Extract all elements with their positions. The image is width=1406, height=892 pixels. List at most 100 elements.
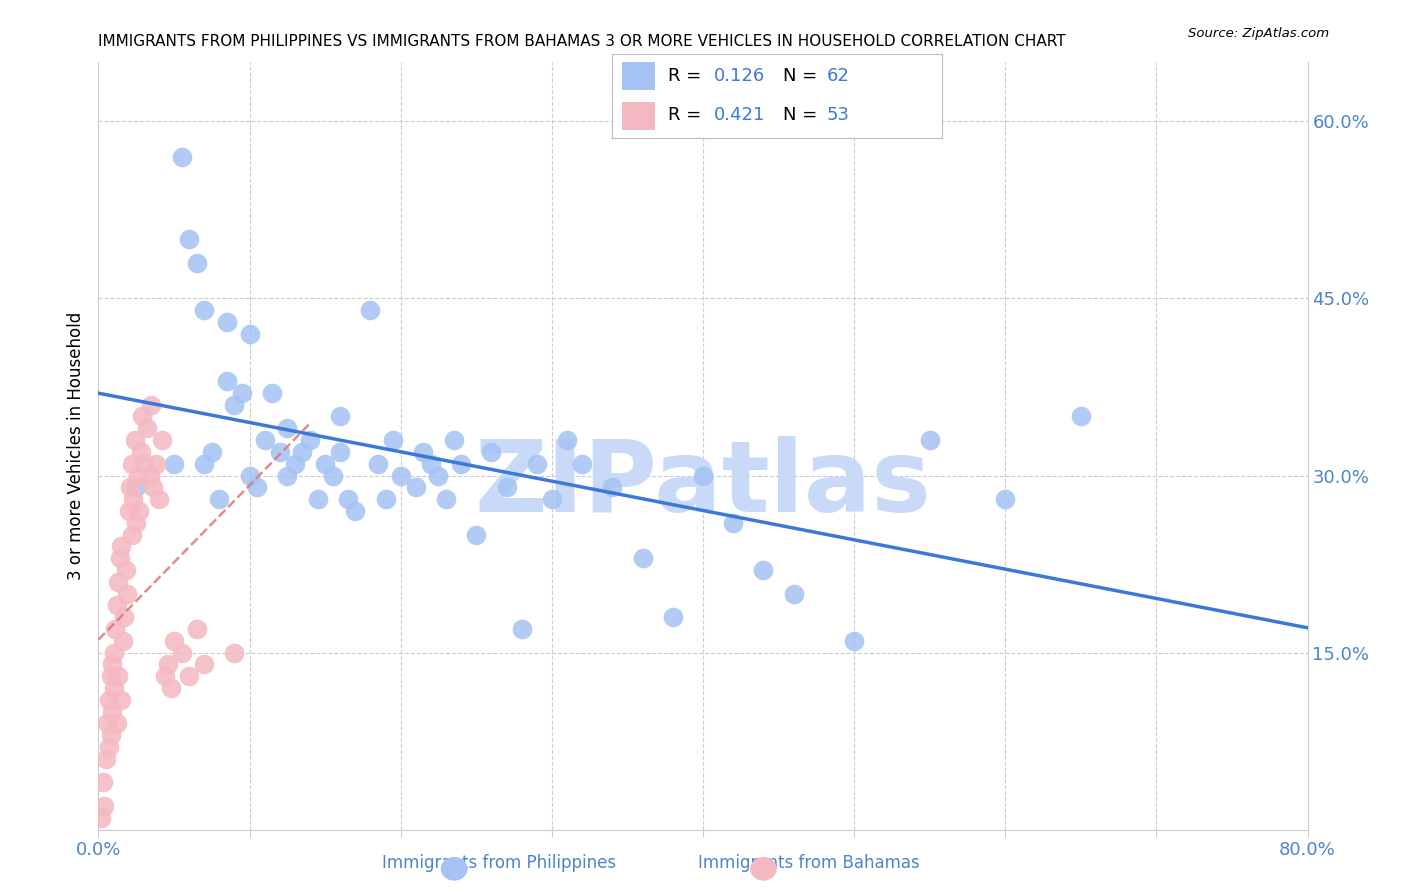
Point	[336, 492, 359, 507]
Point	[329, 409, 352, 424]
Point	[314, 457, 336, 471]
Point	[382, 433, 405, 447]
Point	[120, 480, 142, 494]
Point	[465, 527, 488, 541]
Point	[186, 256, 208, 270]
Point	[602, 480, 624, 494]
Point	[186, 622, 208, 636]
Point	[135, 421, 157, 435]
Point	[107, 669, 129, 683]
Point	[224, 646, 246, 660]
Point	[104, 622, 127, 636]
Point	[127, 468, 149, 483]
Point	[427, 468, 450, 483]
Point	[141, 398, 163, 412]
Point	[723, 516, 745, 530]
Point	[571, 457, 593, 471]
Point	[160, 681, 183, 695]
Y-axis label: 3 or more Vehicles in Household: 3 or more Vehicles in Household	[66, 312, 84, 580]
Point	[153, 669, 176, 683]
Point	[344, 504, 367, 518]
Point	[103, 681, 125, 695]
Point	[125, 516, 148, 530]
Point	[129, 445, 152, 459]
Point	[179, 669, 201, 683]
Point	[96, 716, 118, 731]
Point	[100, 669, 122, 683]
Point	[329, 445, 352, 459]
Point	[291, 445, 314, 459]
Point	[239, 326, 262, 341]
Point	[170, 150, 193, 164]
Point	[156, 657, 179, 672]
Point	[110, 692, 132, 706]
Point	[98, 692, 121, 706]
Point	[94, 752, 117, 766]
Point	[367, 457, 389, 471]
Point	[276, 421, 298, 435]
Point	[231, 385, 253, 400]
Point	[246, 480, 269, 494]
Point	[224, 398, 246, 412]
Point	[93, 799, 115, 814]
Point	[111, 633, 134, 648]
Point	[90, 811, 112, 825]
Point	[193, 457, 215, 471]
Point	[101, 657, 124, 672]
Point	[844, 633, 866, 648]
Text: Immigrants from Philippines: Immigrants from Philippines	[382, 855, 616, 872]
Point	[124, 433, 146, 447]
Point	[148, 492, 170, 507]
Text: 0.421: 0.421	[714, 106, 765, 124]
Point	[307, 492, 329, 507]
Point	[752, 563, 775, 577]
Text: 0.126: 0.126	[714, 67, 765, 85]
Text: ZIPatlas: ZIPatlas	[475, 436, 931, 533]
Text: Source: ZipAtlas.com: Source: ZipAtlas.com	[1188, 27, 1329, 40]
Point	[481, 445, 503, 459]
Point	[107, 574, 129, 589]
Point	[540, 492, 562, 507]
Point	[450, 457, 472, 471]
Point	[110, 539, 132, 553]
Point	[179, 232, 201, 246]
Point	[105, 599, 128, 613]
Point	[284, 457, 307, 471]
Point	[193, 303, 215, 318]
Point	[115, 586, 138, 600]
Text: R =: R =	[668, 106, 707, 124]
Point	[103, 646, 125, 660]
Point	[783, 586, 806, 600]
Point	[139, 468, 162, 483]
Point	[163, 633, 186, 648]
Point	[128, 504, 150, 518]
Point	[360, 303, 382, 318]
Point	[918, 433, 941, 447]
Point	[692, 468, 714, 483]
Point	[420, 457, 443, 471]
Point	[555, 433, 578, 447]
Point	[405, 480, 427, 494]
Point	[121, 527, 143, 541]
Point	[163, 457, 186, 471]
Text: Immigrants from Bahamas: Immigrants from Bahamas	[697, 855, 920, 872]
Text: N =: N =	[783, 106, 824, 124]
Point	[661, 610, 683, 624]
Point	[105, 716, 128, 731]
Point	[994, 492, 1017, 507]
Point	[142, 480, 165, 494]
Point	[253, 433, 276, 447]
Point	[262, 385, 284, 400]
Point	[269, 445, 291, 459]
Text: 62: 62	[827, 67, 849, 85]
Point	[114, 563, 136, 577]
Point	[239, 468, 262, 483]
Point	[91, 775, 114, 789]
Point	[122, 492, 145, 507]
Point	[276, 468, 298, 483]
Point	[193, 657, 215, 672]
Point	[208, 492, 231, 507]
Point	[101, 705, 124, 719]
Point	[170, 646, 193, 660]
Text: R =: R =	[668, 67, 707, 85]
